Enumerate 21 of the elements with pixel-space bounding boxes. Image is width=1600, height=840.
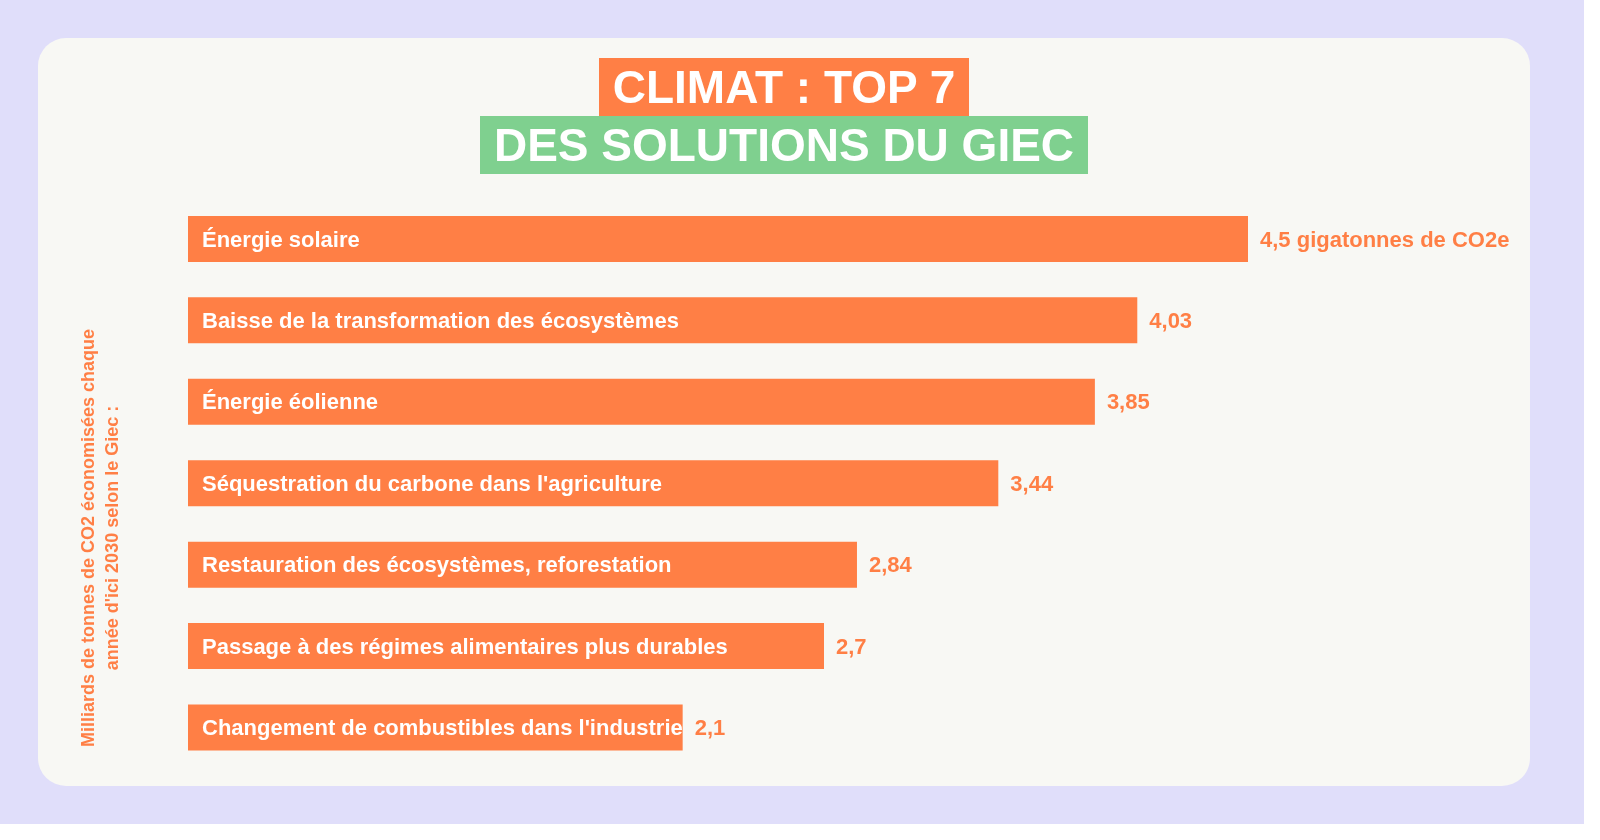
data-label: 4,5 gigatonnes de CO2e	[1260, 226, 1510, 252]
bar	[188, 460, 999, 507]
data-label: 3,44	[1010, 470, 1054, 496]
y-tick-label: Séquestration du carbone dans l'agriculture	[202, 470, 662, 496]
y-tick-label: Restauration des écosystèmes, reforestation	[202, 552, 672, 578]
data-label: 3,85	[1106, 389, 1150, 415]
chart-title: CLIMAT : TOP 7	[598, 58, 970, 116]
data-label: 2,7	[836, 633, 867, 659]
y-tick-label: Énergie solaire	[202, 226, 360, 252]
y-tick-label: Passage à des régimes alimentaires plus durables	[202, 633, 728, 659]
bar	[188, 215, 1248, 262]
y-tick-label: Changement de combustibles dans l'industrie	[202, 715, 683, 741]
data-label: 2,84	[868, 552, 913, 578]
y-tick-label: Baisse de la transformation des écosystèmes	[202, 308, 679, 334]
data-label: 2,1	[694, 715, 726, 741]
bar	[188, 378, 1095, 425]
bar	[188, 297, 1138, 344]
y-axis-title: Milliards de tonnes de CO2 économisées chaque année d'ici 2030 selon le Giec :	[77, 327, 123, 750]
chart-subtitle: DES SOLUTIONS DU GIEC	[479, 116, 1089, 174]
data-label: 4,03	[1149, 308, 1193, 334]
y-tick-label: Énergie éolienne	[202, 389, 379, 415]
